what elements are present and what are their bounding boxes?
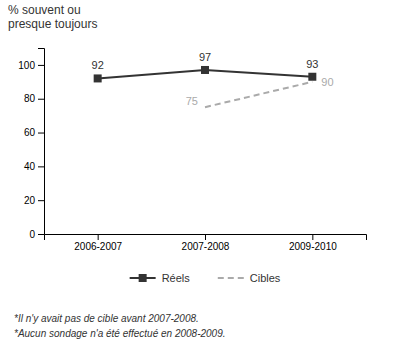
data-label: 92 <box>92 59 104 71</box>
point-marker <box>201 66 209 74</box>
x-tick-label: 2006-2007 <box>74 241 122 252</box>
y-axis-line <box>38 49 45 235</box>
y-tick-mark <box>38 234 44 235</box>
y-tick-mark <box>38 99 44 100</box>
y-tick-label: 20 <box>24 195 36 206</box>
footnote: *Il n'y avait pas de cible avant 2007-20… <box>14 313 199 324</box>
y-tick: 20 <box>24 195 44 206</box>
legend-swatch <box>218 277 244 279</box>
x-tick: 2006-2007 <box>74 234 122 252</box>
x-axis: 2006-2007 2007-2008 2009-2010 <box>45 234 367 252</box>
marks <box>94 66 317 107</box>
legend-marker <box>139 274 147 282</box>
y-tick-label: 100 <box>18 60 35 71</box>
y-tick: 80 <box>24 93 44 104</box>
data-label: 97 <box>199 51 211 63</box>
x-tick-label: 2007-2008 <box>182 241 230 252</box>
y-tick: 60 <box>24 127 44 138</box>
data-label: 93 <box>306 58 318 70</box>
y-axis: 0 20 40 60 80 100 <box>18 49 44 240</box>
series-line <box>205 82 312 107</box>
legend-item: Cibles <box>218 272 281 284</box>
chart: 0 20 40 60 80 100 2006-2007 2007-2008 2009-2010 9… <box>0 0 400 352</box>
y-tick: 40 <box>24 161 44 172</box>
y-tick: 100 <box>18 60 44 71</box>
legend: Réels Cibles <box>130 272 281 284</box>
y-axis-title: % souvent oupresque toujours <box>8 3 97 31</box>
data-label: 75 <box>186 95 198 107</box>
y-tick-label: 40 <box>24 161 36 172</box>
data-label: 90 <box>321 76 333 88</box>
y-tick-label: 60 <box>24 127 36 138</box>
x-tick-mark <box>205 234 206 240</box>
legend-label: Cibles <box>250 272 281 284</box>
y-tick-mark <box>38 200 44 201</box>
y-tick: 0 <box>29 229 44 240</box>
y-tick-label: 80 <box>24 93 36 104</box>
x-tick: 2009-2010 <box>289 234 337 252</box>
plot-area: 0 20 40 60 80 100 2006-2007 2007-2008 2009-2010 9… <box>18 49 366 253</box>
legend-label: Réels <box>162 272 191 284</box>
x-tick: 2007-2008 <box>182 234 230 252</box>
y-tick-mark <box>38 65 44 66</box>
y-tick-mark <box>38 166 44 167</box>
legend-item: Réels <box>130 272 191 284</box>
point-marker <box>94 74 102 82</box>
x-tick-mark <box>98 234 99 240</box>
data-labels: 92 97 93 75 90 <box>92 51 334 107</box>
x-axis-line <box>45 235 367 241</box>
y-tick-label: 0 <box>29 229 35 240</box>
y-tick-mark <box>38 133 44 134</box>
x-tick-label: 2009-2010 <box>289 241 337 252</box>
point-marker <box>308 73 316 81</box>
x-tick-mark <box>312 234 313 240</box>
footnote: *Aucun sondage n'a été effectué en 2008-… <box>14 328 226 339</box>
